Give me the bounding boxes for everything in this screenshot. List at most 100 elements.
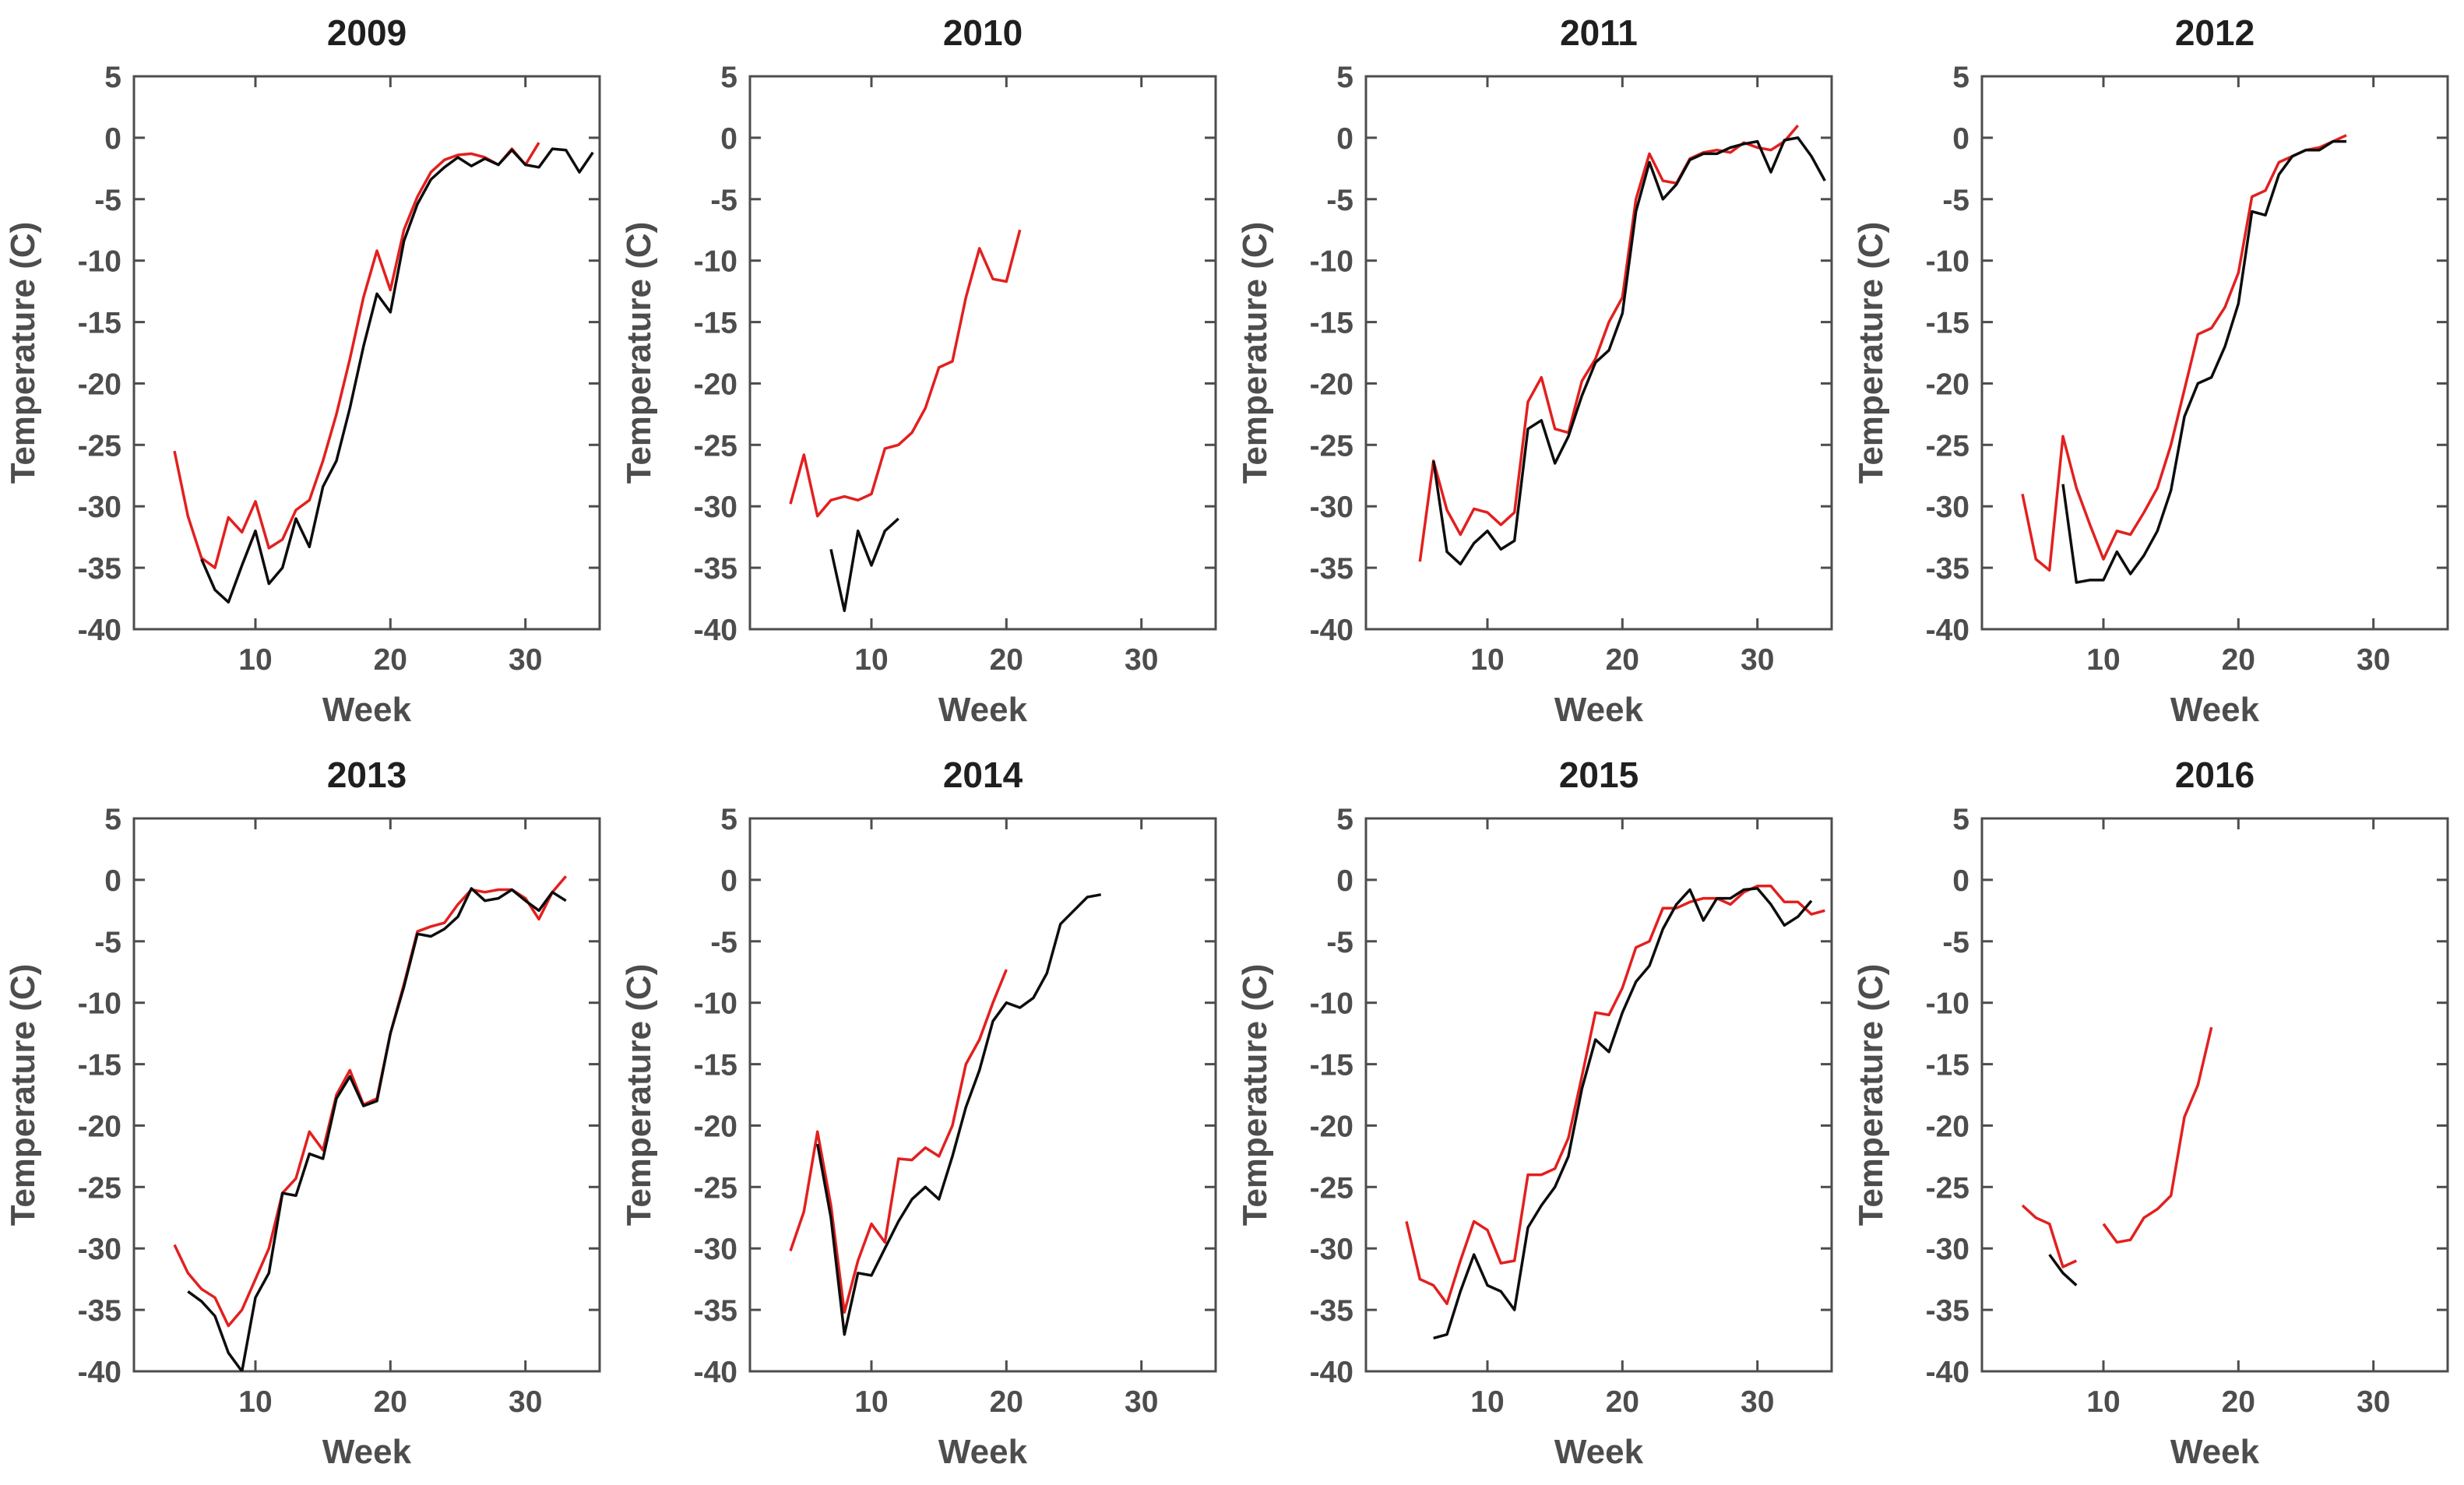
y-axis-label: Temperature (C) <box>620 964 658 1226</box>
subplot-title: 2015 <box>1559 755 1639 795</box>
subplot-2015: 2015 10 20 30 5 0 -5 -10 -15 -20 -25 -30 -35 -40 Wee… <box>1236 755 1833 1471</box>
axes-box <box>1980 75 2449 631</box>
series-red <box>173 875 568 1328</box>
series-red <box>2102 1026 2213 1244</box>
y-axis-label: Temperature (C) <box>1236 222 1274 484</box>
y-tick-label: -15 <box>78 307 121 340</box>
x-tick-label: 30 <box>1125 1385 1158 1419</box>
series-black <box>200 147 594 604</box>
y-tick-label: -30 <box>694 491 737 524</box>
axes-box <box>748 817 1217 1373</box>
y-tick-label: -10 <box>1926 245 1969 279</box>
x-tick-label: 30 <box>2357 1385 2390 1419</box>
y-tick-label: -30 <box>78 1233 121 1266</box>
y-tick-label: -10 <box>78 245 121 279</box>
axes-box <box>132 75 601 631</box>
y-tick-label: -20 <box>694 1110 737 1143</box>
x-tick-label: 10 <box>854 1385 888 1419</box>
series-red <box>1418 124 1800 562</box>
x-tick-label: 20 <box>374 1385 407 1419</box>
y-tick-label: -30 <box>694 1233 737 1266</box>
y-tick-label: -25 <box>694 429 737 463</box>
y-tick-label: -40 <box>694 1356 737 1389</box>
chart-cell-2009: 2009 10 20 30 5 0 -5 -10 -15 -20 -25 -30 -35 -40 Wee… <box>0 0 616 742</box>
x-tick-label: 20 <box>2222 1385 2255 1419</box>
chart-cell-2010: 2010 10 20 30 5 0 -5 -10 -15 -20 -25 -30 -35 -40 Wee… <box>616 0 1232 742</box>
chart-cell-2016: 2016 10 20 30 5 0 -5 -10 -15 -20 -25 -30 -35 -40 Wee… <box>1848 742 2464 1484</box>
series-black <box>1431 136 1826 566</box>
y-axis-label: Temperature (C) <box>4 222 42 484</box>
y-tick-label: -25 <box>1926 429 1969 463</box>
y-tick-label: 5 <box>104 61 121 94</box>
y-tick-label: -40 <box>1926 1356 1969 1389</box>
y-tick-label: -15 <box>1926 307 1969 340</box>
y-tick-label: 5 <box>720 803 737 836</box>
series-black <box>1433 887 1813 1340</box>
subplot-2016: 2016 10 20 30 5 0 -5 -10 -15 -20 -25 -30 -35 -40 Wee… <box>1852 755 2449 1471</box>
y-tick-label: -35 <box>694 552 737 586</box>
y-axis-label: Temperature (C) <box>620 222 658 484</box>
axes-box <box>1364 75 1833 631</box>
x-axis-label: Week <box>2170 691 2260 729</box>
y-tick-label: -35 <box>1310 1294 1353 1328</box>
y-tick-label: -5 <box>1326 184 1353 217</box>
x-tick-label: 20 <box>374 643 407 677</box>
x-tick-label: 10 <box>854 643 888 677</box>
x-tick-label: 20 <box>1606 643 1639 677</box>
chart-cell-2015: 2015 10 20 30 5 0 -5 -10 -15 -20 -25 -30 -35 -40 Wee… <box>1232 742 1848 1484</box>
x-axis-label: Week <box>1554 691 1644 729</box>
subplot-2013: 2013 10 20 30 5 0 -5 -10 -15 -20 -25 -30 -35 -40 Wee… <box>4 755 601 1471</box>
x-tick-label: 20 <box>2222 643 2255 677</box>
y-tick-label: 0 <box>1336 864 1353 898</box>
y-tick-label: -40 <box>1310 614 1353 647</box>
x-tick-label: 10 <box>2086 1385 2120 1419</box>
x-axis-label: Week <box>1554 1433 1644 1471</box>
chart-cell-2013: 2013 10 20 30 5 0 -5 -10 -15 -20 -25 -30 -35 -40 Wee… <box>0 742 616 1484</box>
x-axis-label: Week <box>322 1433 412 1471</box>
subplot-2012: 2012 10 20 30 5 0 -5 -10 -15 -20 -25 -30 -35 -40 Wee… <box>1852 12 2449 729</box>
y-tick-label: -20 <box>694 368 737 401</box>
y-tick-label: -30 <box>1926 491 1969 524</box>
subplot-title: 2012 <box>2175 12 2255 53</box>
y-tick-label: -5 <box>1942 184 1969 217</box>
y-tick-label: 5 <box>104 803 121 836</box>
y-tick-label: -15 <box>1926 1049 1969 1082</box>
chart-cell-2014: 2014 10 20 30 5 0 -5 -10 -15 -20 -25 -30 -35 -40 Wee… <box>616 742 1232 1484</box>
series-black <box>815 893 1102 1336</box>
chart-cell-2012: 2012 10 20 30 5 0 -5 -10 -15 -20 -25 -30 -35 -40 Wee… <box>1848 0 2464 742</box>
x-tick-label: 10 <box>2086 643 2120 677</box>
subplot-2011: 2011 10 20 30 5 0 -5 -10 -15 -20 -25 -30 -35 -40 Wee… <box>1236 12 1833 729</box>
y-tick-label: 5 <box>720 61 737 94</box>
y-tick-label: -10 <box>78 987 121 1021</box>
y-tick-label: -40 <box>1926 614 1969 647</box>
x-axis-label: Week <box>2170 1433 2260 1471</box>
subplot-title: 2009 <box>327 12 407 53</box>
y-tick-label: -10 <box>694 245 737 279</box>
y-tick-label: -40 <box>1310 1356 1353 1389</box>
x-tick-label: 20 <box>1606 1385 1639 1419</box>
x-tick-label: 30 <box>1741 643 1774 677</box>
y-tick-label: -10 <box>1310 245 1353 279</box>
y-tick-label: -20 <box>78 368 121 401</box>
y-tick-label: -25 <box>1310 1171 1353 1205</box>
series-red <box>789 229 1022 518</box>
y-tick-label: -30 <box>1310 491 1353 524</box>
y-tick-label: -20 <box>78 1110 121 1143</box>
y-tick-label: -10 <box>1310 987 1353 1021</box>
y-tick-label: -35 <box>1310 552 1353 586</box>
y-axis-label: Temperature (C) <box>1852 222 1890 484</box>
y-tick-label: -5 <box>710 926 737 959</box>
x-tick-label: 10 <box>1470 643 1504 677</box>
x-axis-label: Week <box>938 1433 1028 1471</box>
y-tick-label: -30 <box>1310 1233 1353 1266</box>
x-tick-label: 30 <box>1741 1385 1774 1419</box>
y-tick-label: -25 <box>694 1171 737 1205</box>
series-red <box>2021 1204 2078 1269</box>
y-tick-label: -35 <box>1926 1294 1969 1328</box>
subplot-2014: 2014 10 20 30 5 0 -5 -10 -15 -20 -25 -30 -35 -40 Wee… <box>620 755 1217 1471</box>
subplot-title: 2011 <box>1560 12 1638 53</box>
series-red <box>789 969 1008 1314</box>
y-tick-label: -15 <box>78 1049 121 1082</box>
series-black <box>187 887 567 1371</box>
y-axis-label: Temperature (C) <box>1852 964 1890 1226</box>
